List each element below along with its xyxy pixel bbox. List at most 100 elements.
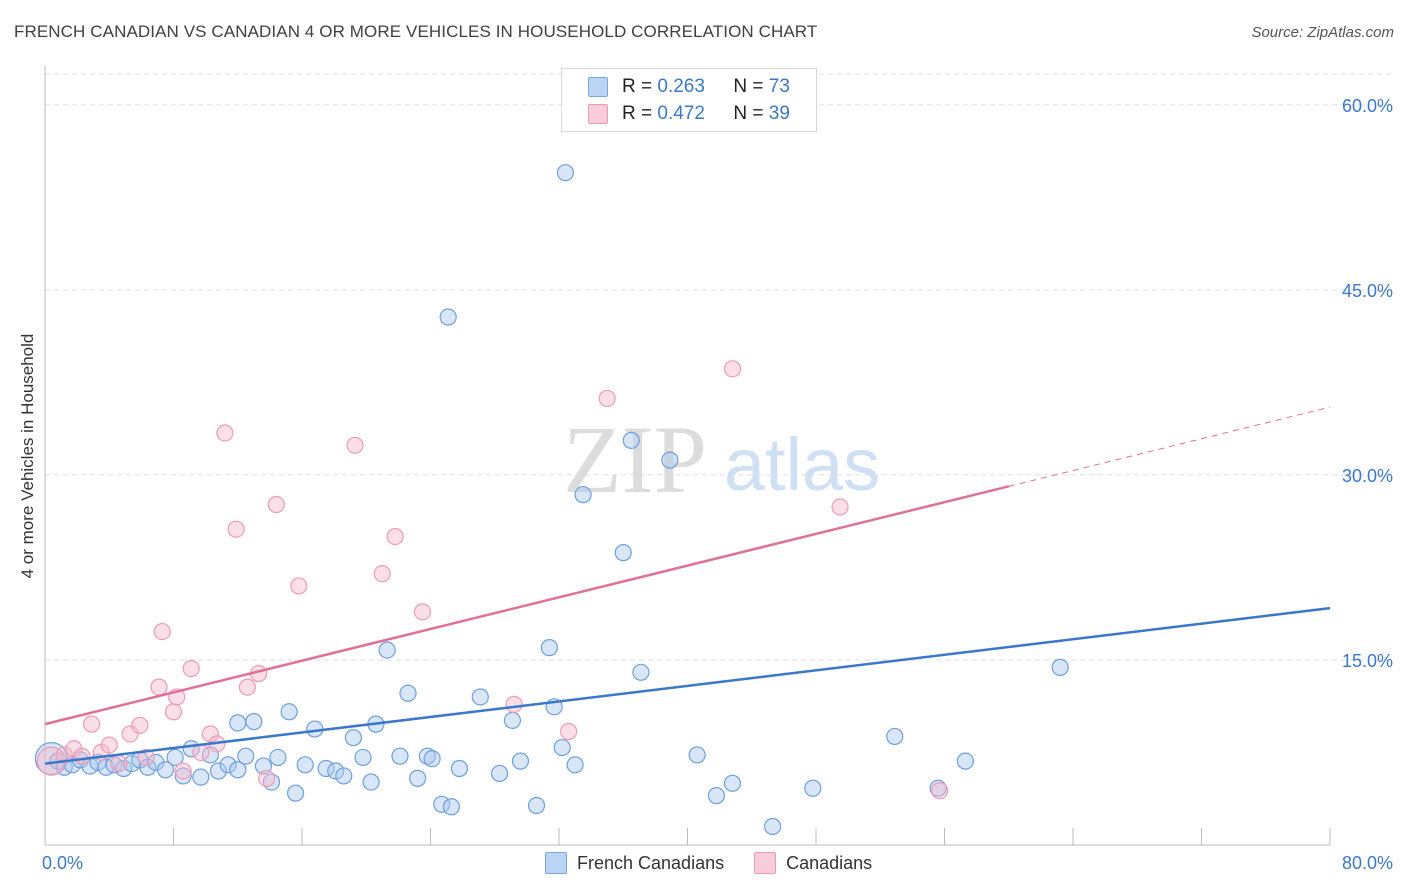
point-canadian (216, 424, 234, 442)
legend-row-canadians: R = 0.472 N = 39 (588, 103, 790, 125)
point-french-canadian (245, 713, 263, 731)
point-french-canadian (229, 761, 247, 779)
point-canadian (723, 360, 742, 378)
point-french-canadian (418, 747, 436, 765)
point-canadian (153, 622, 171, 641)
point-french-canadian (442, 798, 460, 816)
point-french-canadian (661, 451, 679, 469)
legend-item-french-canadians[interactable]: French Canadians (545, 852, 724, 874)
y-axis-label: 4 or more Vehicles in Household (18, 333, 37, 579)
point-french-canadian (614, 544, 632, 562)
n-value-pink: 39 (768, 103, 790, 124)
legend-label-french-canadians: French Canadians (577, 852, 725, 873)
point-french-canadian (886, 727, 904, 746)
point-canadian (164, 703, 183, 721)
point-french-canadian (362, 773, 380, 791)
n-value-blue: 73 (768, 76, 790, 97)
point-french-canadian (174, 767, 192, 785)
point-french-canadian (399, 684, 417, 702)
point-french-canadian (622, 431, 640, 449)
point-french-canadian (286, 784, 305, 802)
point-french-canadian (1051, 658, 1069, 676)
point-french-canadian (688, 746, 706, 764)
y-tick-label: 45.0% (1342, 281, 1393, 301)
point-french-canadian (540, 639, 558, 657)
point-french-canadian (156, 761, 175, 779)
data-points (34, 164, 1069, 836)
point-french-canadian (123, 754, 141, 773)
point-canadian (100, 736, 118, 754)
n-label: N = (733, 103, 764, 124)
point-french-canadian (556, 164, 575, 182)
point-canadian (137, 748, 155, 767)
point-french-canadian (804, 779, 822, 797)
point-french-canadian (450, 759, 469, 778)
point-french-canadian (166, 748, 184, 767)
n-label: N = (733, 76, 764, 97)
point-french-canadian (707, 787, 726, 805)
point-french-canadian (409, 769, 427, 787)
point-canadian (373, 565, 391, 583)
point-canadian (267, 495, 285, 514)
point-french-canadian (632, 663, 650, 681)
point-canadian (174, 762, 192, 780)
x-tick-label: 80.0% (1342, 853, 1393, 873)
watermark-atlas: atlas (724, 423, 880, 506)
y-tick-label: 60.0% (1342, 96, 1393, 116)
point-french-canadian (296, 756, 314, 774)
point-canadian (121, 725, 139, 743)
point-canadian (182, 659, 200, 678)
point-canadian (82, 715, 101, 733)
point-french-canadian (511, 752, 530, 770)
y-tick-label: 15.0% (1342, 651, 1393, 671)
gridlines (45, 73, 1395, 661)
axes (44, 66, 1331, 846)
point-canadian (55, 746, 73, 764)
trend-line-canadians (44, 485, 1010, 726)
watermark-zip: ZIP (563, 406, 707, 513)
legend-item-canadians[interactable]: Canadians (754, 852, 872, 874)
r-value-blue: 0.263 (657, 76, 705, 97)
legend-row-french-canadians: R = 0.263 N = 73 (588, 76, 790, 98)
point-french-canadian (354, 748, 372, 767)
point-french-canadian (237, 747, 255, 765)
legend-label-canadians: Canadians (786, 852, 873, 873)
point-canadian (258, 769, 276, 787)
point-french-canadian (269, 748, 287, 767)
point-french-canadian (280, 703, 298, 721)
point-canadian (598, 389, 616, 408)
point-french-canadian (490, 764, 509, 783)
point-canadian (831, 498, 849, 516)
blue-legend-swatch (545, 852, 567, 874)
chart-title: FRENCH CANADIAN VS CANADIAN 4 OR MORE VE… (14, 22, 818, 41)
point-french-canadian (574, 486, 592, 504)
point-french-canadian (503, 711, 522, 730)
point-french-canadian (527, 796, 546, 815)
point-canadian (110, 754, 128, 773)
point-french-canadian (229, 714, 247, 732)
blue-swatch (588, 77, 608, 97)
point-french-canadian (209, 762, 228, 780)
trend-lines (44, 406, 1331, 765)
point-french-canadian (378, 641, 396, 659)
pink-swatch (588, 104, 608, 124)
point-french-canadian (553, 738, 571, 757)
correlation-legend: R = 0.263 N = 73 R = 0.472 N = 39 (561, 68, 817, 132)
point-canadian (346, 436, 364, 454)
point-french-canadian (723, 774, 742, 792)
point-canadian (386, 527, 404, 546)
point-canadian (290, 577, 308, 595)
x-tick-label: 0.0% (42, 853, 83, 873)
point-canadian (201, 725, 220, 743)
point-canadian (150, 678, 168, 696)
y-tick-label: 30.0% (1342, 466, 1393, 486)
point-french-canadian (956, 752, 974, 770)
series-legend: French Canadians Canadians (545, 852, 902, 874)
point-canadian (73, 747, 91, 765)
r-label: R = (622, 76, 653, 97)
r-value-pink: 0.472 (657, 103, 705, 124)
r-label: R = (622, 103, 653, 124)
watermark: ZIP atlas (563, 406, 880, 513)
point-canadian (413, 603, 432, 621)
point-canadian (131, 716, 149, 734)
